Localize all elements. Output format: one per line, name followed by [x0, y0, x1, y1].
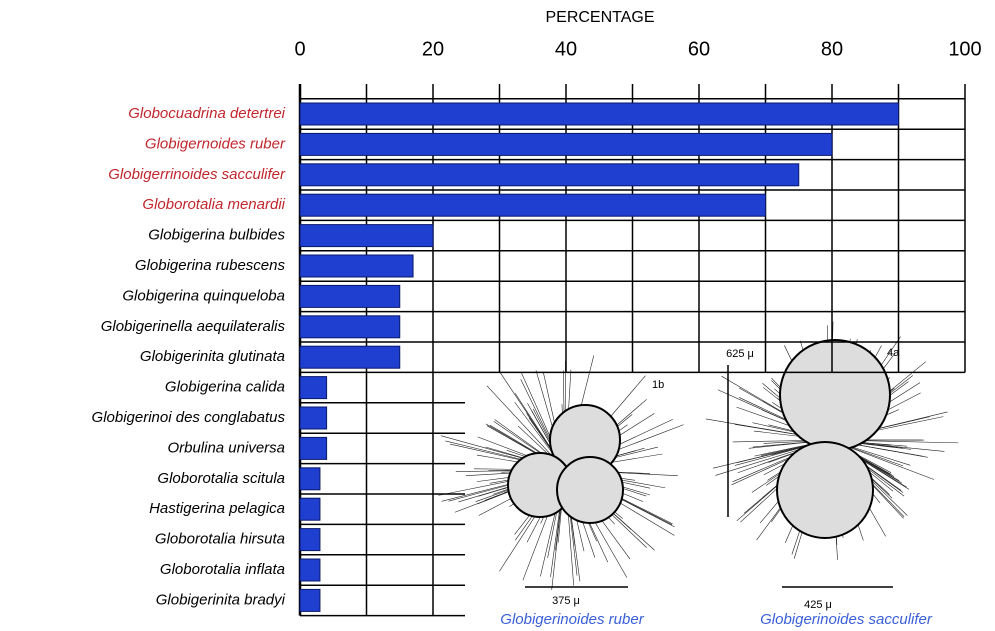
- x-tick-label: 100: [948, 38, 981, 60]
- bar: [299, 436, 328, 460]
- y-tick-label: Globigerina quinqueloba: [122, 287, 285, 304]
- x-tick-label: 40: [555, 38, 577, 60]
- y-tick-label: Globigerinita glutinata: [140, 348, 285, 365]
- bar: [299, 467, 321, 491]
- bar: [299, 254, 414, 278]
- y-tick-label: Globorotalia menardii: [142, 196, 285, 213]
- chamber: [779, 339, 891, 451]
- y-tick-label: Hastigerina pelagica: [149, 500, 285, 517]
- x-tick-label: 0: [294, 38, 305, 60]
- chamber: [776, 441, 874, 539]
- y-tick-label: Globocuadrina detertrei: [128, 105, 285, 122]
- x-tick-label: 20: [422, 38, 444, 60]
- specimen-name: Globigerinoides ruber: [500, 611, 644, 628]
- y-tick-label: Globigerina rubescens: [135, 257, 286, 274]
- bar: [299, 376, 328, 400]
- y-tick-label: Globigerina bulbides: [148, 227, 285, 244]
- bar: [299, 284, 401, 308]
- y-tick-label: Globigerina calida: [165, 379, 285, 396]
- y-tick-label: Globigerinella aequilateralis: [101, 318, 286, 335]
- bar: [299, 315, 401, 339]
- figure-label: 1b: [652, 379, 664, 391]
- scale-label: 625 μ: [726, 348, 754, 360]
- y-tick-label: Globigerinita bradyi: [156, 591, 286, 608]
- bar: [299, 406, 328, 430]
- specimen-name: Globigerinoides sacculifer: [760, 611, 933, 628]
- bar: [299, 224, 434, 248]
- y-tick-label: Globorotalia scitula: [157, 470, 285, 487]
- bar: [299, 132, 833, 156]
- bar: [299, 528, 321, 552]
- figure-label: 4a: [887, 347, 900, 359]
- bar: [299, 163, 800, 187]
- bar: [299, 588, 321, 612]
- bar: [299, 345, 401, 369]
- bar: [299, 497, 321, 521]
- bar: [299, 102, 899, 126]
- y-tick-label: Globorotalia hirsuta: [155, 531, 285, 548]
- y-tick-label: Globigerrinoides sacculifer: [108, 166, 286, 183]
- bar: [299, 193, 766, 217]
- specimen-drawings: 1b 375 μ Globigerinoides ruber 4a 625 μ 425 μ…: [438, 321, 959, 628]
- scale-label: 375 μ: [552, 595, 580, 607]
- y-tick-label: Globigernoides ruber: [145, 135, 286, 152]
- y-tick-label: Globigerinoi des conglabatus: [92, 409, 286, 426]
- bar: [299, 558, 321, 582]
- x-tick-label: 60: [688, 38, 710, 60]
- chamber: [556, 456, 624, 524]
- x-tick-label: 80: [821, 38, 843, 60]
- scale-label: 425 μ: [804, 599, 832, 611]
- y-tick-label: Orbulina universa: [167, 439, 285, 456]
- axis-title: PERCENTAGE: [545, 9, 654, 26]
- y-tick-label: Globorotalia inflata: [160, 561, 285, 578]
